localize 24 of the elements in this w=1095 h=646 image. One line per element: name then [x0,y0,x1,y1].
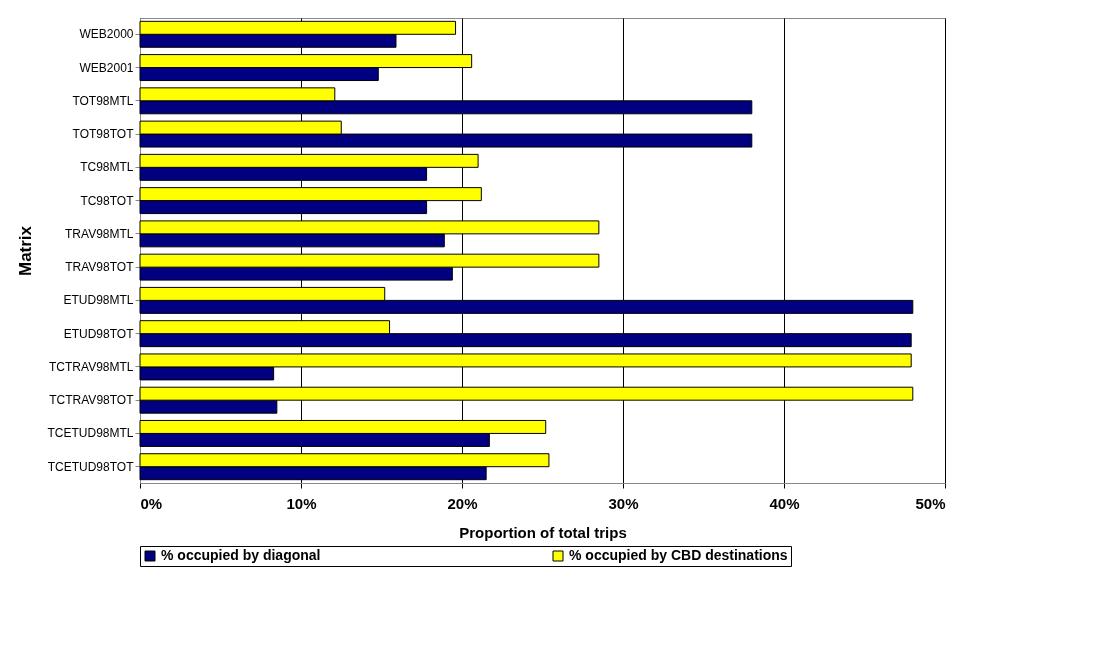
x-tick-label: 30% [608,494,639,512]
y-axis-title: Matrix [16,225,36,277]
legend-label: % occupied by CBD destinations [569,547,788,563]
y-tick-label: WEB2000 [79,27,134,42]
y-tick-label: TCETUD98MTL [47,426,134,441]
x-tick-label: 10% [286,494,317,512]
legend-label: % occupied by diagonal [161,547,321,563]
y-tick-label: TCTRAV98TOT [49,393,135,408]
y-tick-label: TCTRAV98MTL [49,359,134,374]
y-tick-label: TC98MTL [80,160,134,175]
y-tick-label: ETUD98MTL [63,293,134,308]
y-tick-label: TOT98TOT [72,127,135,142]
y-tick-label: TRAV98TOT [65,260,135,275]
y-tick-label: TC98TOT [80,193,135,208]
y-tick-label: TOT98MTL [72,93,134,108]
x-tick-label: 20% [447,494,478,512]
y-tick-label: TRAV98MTL [65,226,134,241]
x-tick-label: 0% [140,494,163,512]
x-tick-label: 40% [769,494,800,512]
y-tick-label: ETUD98TOT [63,326,135,341]
x-axis-title: Proportion of total trips [459,523,627,541]
y-tick-label: TCETUD98TOT [47,459,135,474]
y-tick-label: WEB2001 [79,60,134,75]
x-tick-label: 50% [915,494,946,512]
